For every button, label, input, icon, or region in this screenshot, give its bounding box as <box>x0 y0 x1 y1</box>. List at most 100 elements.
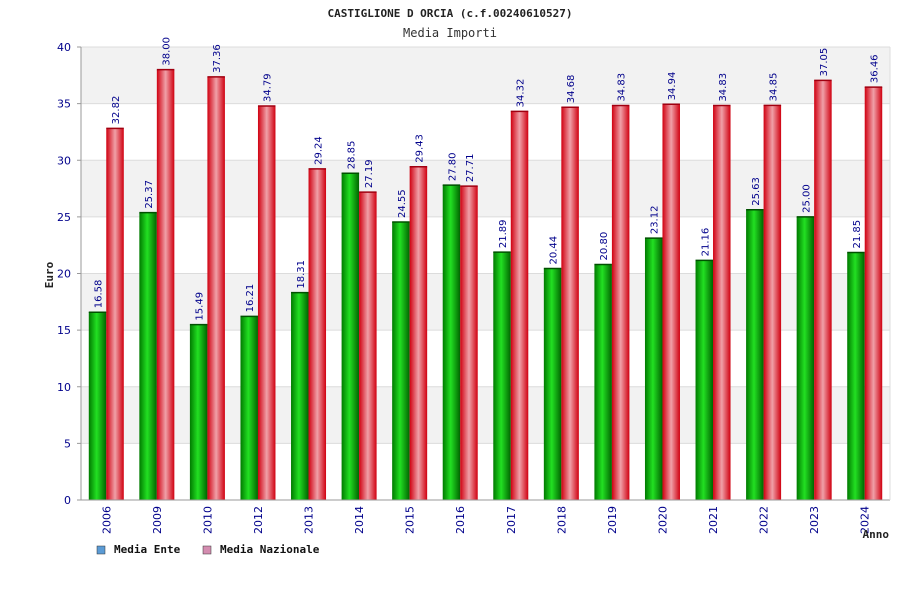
data-label-media-ente-2009: 25.37 <box>144 180 155 209</box>
bar-media-ente-2017 <box>493 252 511 500</box>
bar-media-ente-2018 <box>543 268 562 500</box>
x-tick-label-2017: 2017 <box>505 506 518 534</box>
data-label-media-nazionale-2017: 34.32 <box>516 79 527 108</box>
data-label-media-nazionale-2010: 37.36 <box>212 44 223 73</box>
data-label-media-ente-2019: 20.80 <box>599 232 610 261</box>
data-label-media-nazionale-2020: 34.94 <box>667 72 678 101</box>
data-label-media-ente-2024: 21.85 <box>852 220 863 249</box>
x-axis-label: Anno <box>863 528 890 541</box>
data-label-media-nazionale-2013: 29.24 <box>313 136 324 165</box>
data-label-media-ente-2022: 25.63 <box>751 177 762 206</box>
legend-swatch-media-nazionale <box>202 545 212 555</box>
x-tick-label-2006: 2006 <box>100 506 113 534</box>
legend-label-media-ente: Media Ente <box>114 543 181 556</box>
y-tick-label: 30 <box>57 154 71 167</box>
x-tick-label-2012: 2012 <box>252 506 265 534</box>
axes <box>80 47 891 501</box>
bar-media-nazionale-2024 <box>864 87 883 500</box>
chart-subtitle: Media Importi <box>403 26 497 40</box>
data-label-media-ente-2010: 15.49 <box>195 292 206 321</box>
y-tick-label: 35 <box>57 98 71 111</box>
x-tick-label-2015: 2015 <box>404 506 417 534</box>
x-tick-labels: 2006 2009 2010 2012 2013 2014 2015 2016 2017 2018… <box>100 506 871 534</box>
x-tick-label-2010: 2010 <box>201 506 214 534</box>
data-label-media-nazionale-2006: 32.82 <box>111 96 122 125</box>
y-tick-labels: 0 5 10 15 20 25 30 35 40 <box>57 41 71 507</box>
bar-media-ente-2006 <box>88 312 107 500</box>
x-tick-label-2009: 2009 <box>151 506 164 534</box>
y-tick-label: 15 <box>57 324 71 337</box>
bar-media-nazionale-2018 <box>561 107 579 501</box>
bar-media-nazionale-2021 <box>713 105 731 501</box>
data-label-media-nazionale-2014: 27.19 <box>364 159 375 188</box>
x-tick-label-2023: 2023 <box>808 506 821 534</box>
bar-media-ente-2024 <box>847 252 865 500</box>
bar-media-nazionale-2016 <box>460 186 478 500</box>
y-tick-label: 5 <box>64 437 71 450</box>
bar-media-nazionale-2017 <box>510 111 529 501</box>
data-label-media-ente-2012: 16.21 <box>245 284 256 313</box>
x-tick-label-2022: 2022 <box>758 506 771 534</box>
bar-media-ente-2020 <box>644 238 663 500</box>
bar-media-ente-2016 <box>442 185 461 501</box>
bar-media-ente-2022 <box>746 209 764 501</box>
bar-media-nazionale-2020 <box>662 104 680 500</box>
x-tick-label-2019: 2019 <box>606 506 619 534</box>
y-tick-label: 0 <box>64 494 71 507</box>
data-label-media-ente-2015: 24.55 <box>397 189 408 218</box>
legend-swatch-media-ente <box>96 545 106 555</box>
x-tick-label-2014: 2014 <box>353 506 366 534</box>
bar-media-nazionale-2019 <box>611 105 630 501</box>
y-tick-label: 10 <box>57 381 71 394</box>
bar-media-ente-2009 <box>139 212 157 500</box>
data-label-media-ente-2016: 27.80 <box>447 153 458 182</box>
data-label-media-ente-2013: 18.31 <box>296 260 307 289</box>
x-tick-label-2021: 2021 <box>707 506 720 534</box>
bar-media-ente-2014 <box>341 173 360 500</box>
data-label-media-nazionale-2018: 34.68 <box>566 75 577 104</box>
bar-media-ente-2023 <box>796 216 815 500</box>
data-label-media-nazionale-2012: 34.79 <box>263 73 274 102</box>
bar-media-ente-2013 <box>291 292 309 500</box>
data-label-media-nazionale-2023: 37.05 <box>819 48 830 77</box>
bar-media-nazionale-2014 <box>359 192 377 501</box>
data-label-media-nazionale-2009: 38.00 <box>162 37 173 66</box>
x-tick-label-2020: 2020 <box>656 506 669 534</box>
data-label-media-nazionale-2021: 34.83 <box>718 73 729 102</box>
data-label-media-ente-2023: 25.00 <box>801 184 812 213</box>
bar-media-ente-2019 <box>594 264 612 500</box>
bar-media-nazionale-2012 <box>257 106 276 501</box>
data-label-media-nazionale-2019: 34.83 <box>617 73 628 102</box>
bar-media-ente-2012 <box>240 316 258 500</box>
x-tick-label-2018: 2018 <box>555 506 568 534</box>
x-tick-label-2013: 2013 <box>303 506 316 534</box>
chart-title: CASTIGLIONE D ORCIA (c.f.00240610527) <box>327 7 572 20</box>
x-tick-label-2016: 2016 <box>454 506 467 534</box>
bar-media-nazionale-2023 <box>814 80 832 500</box>
legend-label-media-nazionale: Media Nazionale <box>220 543 320 556</box>
y-tick-label: 20 <box>57 268 71 281</box>
y-axis-label: Euro <box>43 261 56 288</box>
bar-media-nazionale-2010 <box>207 76 225 500</box>
bars <box>88 68 883 501</box>
bar-media-nazionale-2022 <box>763 105 782 500</box>
legend: Media Ente Media Nazionale <box>96 543 320 556</box>
bar-media-ente-2015 <box>392 221 410 500</box>
x-tick-label-2024: 2024 <box>859 506 872 534</box>
bar-media-ente-2010 <box>189 324 208 500</box>
bar-media-nazionale-2006 <box>106 128 124 500</box>
data-label-media-nazionale-2015: 29.43 <box>414 134 425 163</box>
data-label-media-ente-2017: 21.89 <box>498 219 509 248</box>
data-label-media-ente-2014: 28.85 <box>346 141 357 170</box>
data-label-media-nazionale-2016: 27.71 <box>465 154 476 183</box>
data-label-media-ente-2006: 16.58 <box>94 280 105 309</box>
y-tick-label: 40 <box>57 41 71 54</box>
data-labels: 16.58 32.82 25.37 38.00 15.49 37.36 16.21 34.79… <box>94 37 881 321</box>
bar-media-nazionale-2015 <box>409 166 428 500</box>
y-tick-label: 25 <box>57 211 71 224</box>
data-label-media-ente-2021: 21.16 <box>700 228 711 257</box>
data-label-media-nazionale-2022: 34.85 <box>768 73 779 102</box>
data-label-media-ente-2018: 20.44 <box>549 236 560 265</box>
bar-media-nazionale-2009 <box>156 69 175 501</box>
